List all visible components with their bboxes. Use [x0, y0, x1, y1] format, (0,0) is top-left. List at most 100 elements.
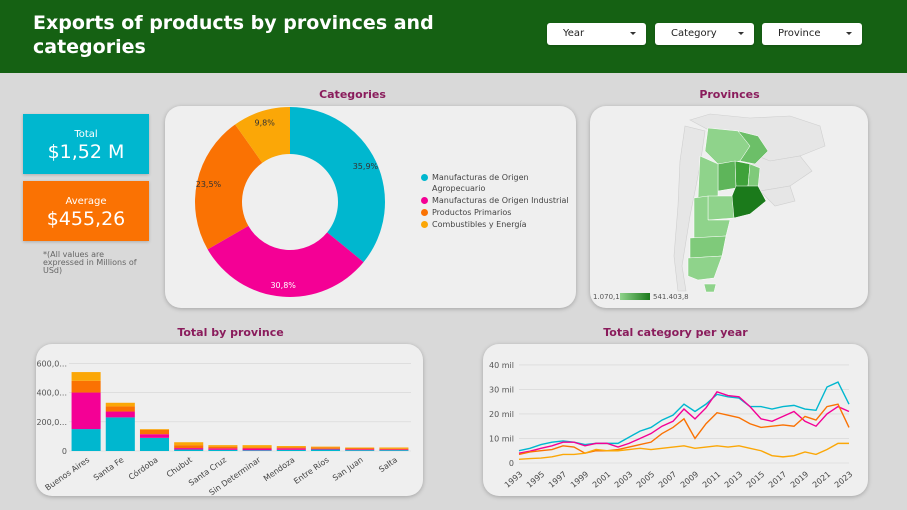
legend-label: Manufacturas de Origen Industrial: [432, 196, 569, 205]
legend-marker: [421, 221, 428, 228]
legend-marker: [421, 209, 428, 216]
series-line[interactable]: [518, 403, 850, 456]
x-tick-label: 2003: [613, 470, 634, 490]
province-la-pampa: [707, 195, 735, 221]
category-filter-label: Category: [671, 28, 717, 39]
bar-segment[interactable]: [71, 380, 101, 393]
province-filter-dropdown[interactable]: Province: [762, 23, 862, 45]
bar-segment[interactable]: [276, 448, 306, 450]
bar-segment[interactable]: [379, 450, 409, 451]
x-tick-label: Salta: [377, 455, 399, 474]
slice-label: 23,5%: [196, 180, 222, 189]
legend-marker: [421, 174, 428, 181]
bar-segment[interactable]: [208, 448, 238, 450]
bar-segment[interactable]: [208, 446, 238, 449]
donut-slice[interactable]: [290, 107, 385, 263]
y-tick-label: 20 mil: [489, 410, 514, 419]
bar-segment[interactable]: [242, 445, 272, 448]
donut-slice[interactable]: [195, 124, 263, 250]
province-filter-label: Province: [778, 28, 821, 39]
x-tick-label: 2023: [833, 470, 854, 490]
x-tick-label: 2005: [635, 470, 656, 490]
bar-segment[interactable]: [379, 447, 409, 449]
bar-segment[interactable]: [345, 450, 375, 451]
bar-segment[interactable]: [174, 448, 204, 450]
x-tick-label: Entre Ríos: [292, 455, 330, 486]
bar-segment[interactable]: [208, 445, 238, 447]
bar-segment[interactable]: [105, 402, 135, 407]
legend-label: Productos Primarios: [432, 208, 512, 217]
bar-segment[interactable]: [276, 449, 306, 451]
chevron-down-icon: [630, 32, 636, 35]
province-santa-fe: [734, 160, 751, 189]
legend-item-primarios[interactable]: Productos Primarios: [421, 207, 571, 218]
per-year-section-title: Total category per year: [603, 326, 748, 339]
bar-segment[interactable]: [242, 448, 272, 451]
bar-segment[interactable]: [310, 449, 341, 451]
province-buenos-aires: [729, 185, 767, 219]
categories-donut-chart: 35,9% 30,8% 23,5% 9,8%: [195, 107, 385, 297]
bar-segment[interactable]: [242, 447, 272, 449]
x-tick-label: 2021: [811, 470, 832, 490]
y-tick-label: 200,0...: [36, 418, 67, 427]
bar-segment[interactable]: [105, 406, 135, 412]
slice-label: 9,8%: [255, 118, 276, 127]
x-tick-label: 2001: [591, 470, 612, 490]
bar-segment[interactable]: [71, 429, 101, 451]
x-tick-label: San Juan: [331, 455, 365, 482]
bar-segment[interactable]: [310, 448, 341, 450]
bar-segment[interactable]: [345, 447, 375, 449]
year-filter-label: Year: [563, 28, 585, 39]
bar-segment[interactable]: [105, 417, 135, 451]
total-kpi-value: $1,52 M: [47, 141, 125, 163]
bar-segment[interactable]: [174, 442, 204, 446]
bar-segment[interactable]: [242, 450, 272, 451]
x-tick-label: 1995: [525, 470, 546, 490]
x-tick-label: 2013: [723, 470, 744, 490]
argentina-provinces[interactable]: [687, 127, 769, 293]
total-kpi-label: Total: [74, 129, 98, 140]
x-tick-label: 2007: [657, 470, 678, 490]
legend-item-energia[interactable]: Combustibles y Energía: [421, 219, 571, 230]
bar-segment[interactable]: [174, 445, 204, 449]
bar-segment[interactable]: [139, 437, 170, 451]
bar-segment[interactable]: [139, 434, 170, 438]
province-cordoba: [717, 160, 737, 192]
units-note: *(All values are expressed in Millions o…: [43, 250, 137, 275]
y-tick-label: 600,0...: [36, 359, 67, 368]
bar-segment[interactable]: [310, 447, 341, 449]
x-tick-label: Santa Fe: [92, 455, 126, 482]
bar-segment[interactable]: [174, 449, 204, 451]
provinces-map[interactable]: 1.070,1 541.403,8: [590, 106, 868, 308]
bar-segment[interactable]: [276, 447, 306, 449]
donut-slice[interactable]: [207, 225, 364, 297]
bar-segment[interactable]: [345, 448, 375, 450]
page-title: Exports of products by provinces and cat…: [33, 12, 434, 58]
category-filter-dropdown[interactable]: Category: [655, 23, 754, 45]
bar-segment[interactable]: [345, 449, 375, 451]
bar-segment[interactable]: [379, 449, 409, 451]
series-line[interactable]: [518, 391, 850, 454]
legend-label: Combustibles y Energía: [432, 220, 527, 229]
legend-item-industrial[interactable]: Manufacturas de Origen Industrial: [421, 195, 571, 206]
bar-segment[interactable]: [105, 411, 135, 418]
year-filter-dropdown[interactable]: Year: [547, 23, 646, 45]
bar-segment[interactable]: [310, 446, 341, 448]
series-line[interactable]: [518, 442, 849, 461]
bar-segment[interactable]: [208, 449, 238, 451]
x-tick-label: 1999: [569, 470, 590, 490]
province-tierra-del-fuego: [703, 283, 717, 293]
map-legend-min: 1.070,1: [593, 293, 620, 301]
donut-slice[interactable]: [235, 107, 290, 163]
legend-item-agro[interactable]: Manufacturas de Origen Agropecuario: [421, 172, 571, 194]
bar-segment[interactable]: [379, 448, 409, 450]
y-tick-label: 0: [509, 459, 514, 468]
bar-segment[interactable]: [71, 392, 101, 430]
bar-segment[interactable]: [71, 372, 101, 381]
bar-segment[interactable]: [139, 429, 170, 435]
bar-segment[interactable]: [276, 446, 306, 448]
bar-segment[interactable]: [139, 429, 170, 430]
x-tick-label: Chubut: [165, 455, 194, 479]
category-line-chart: 0 10 mil 20 mil 30 mil 40 mil 1993 1995 1997 199…: [489, 361, 854, 490]
